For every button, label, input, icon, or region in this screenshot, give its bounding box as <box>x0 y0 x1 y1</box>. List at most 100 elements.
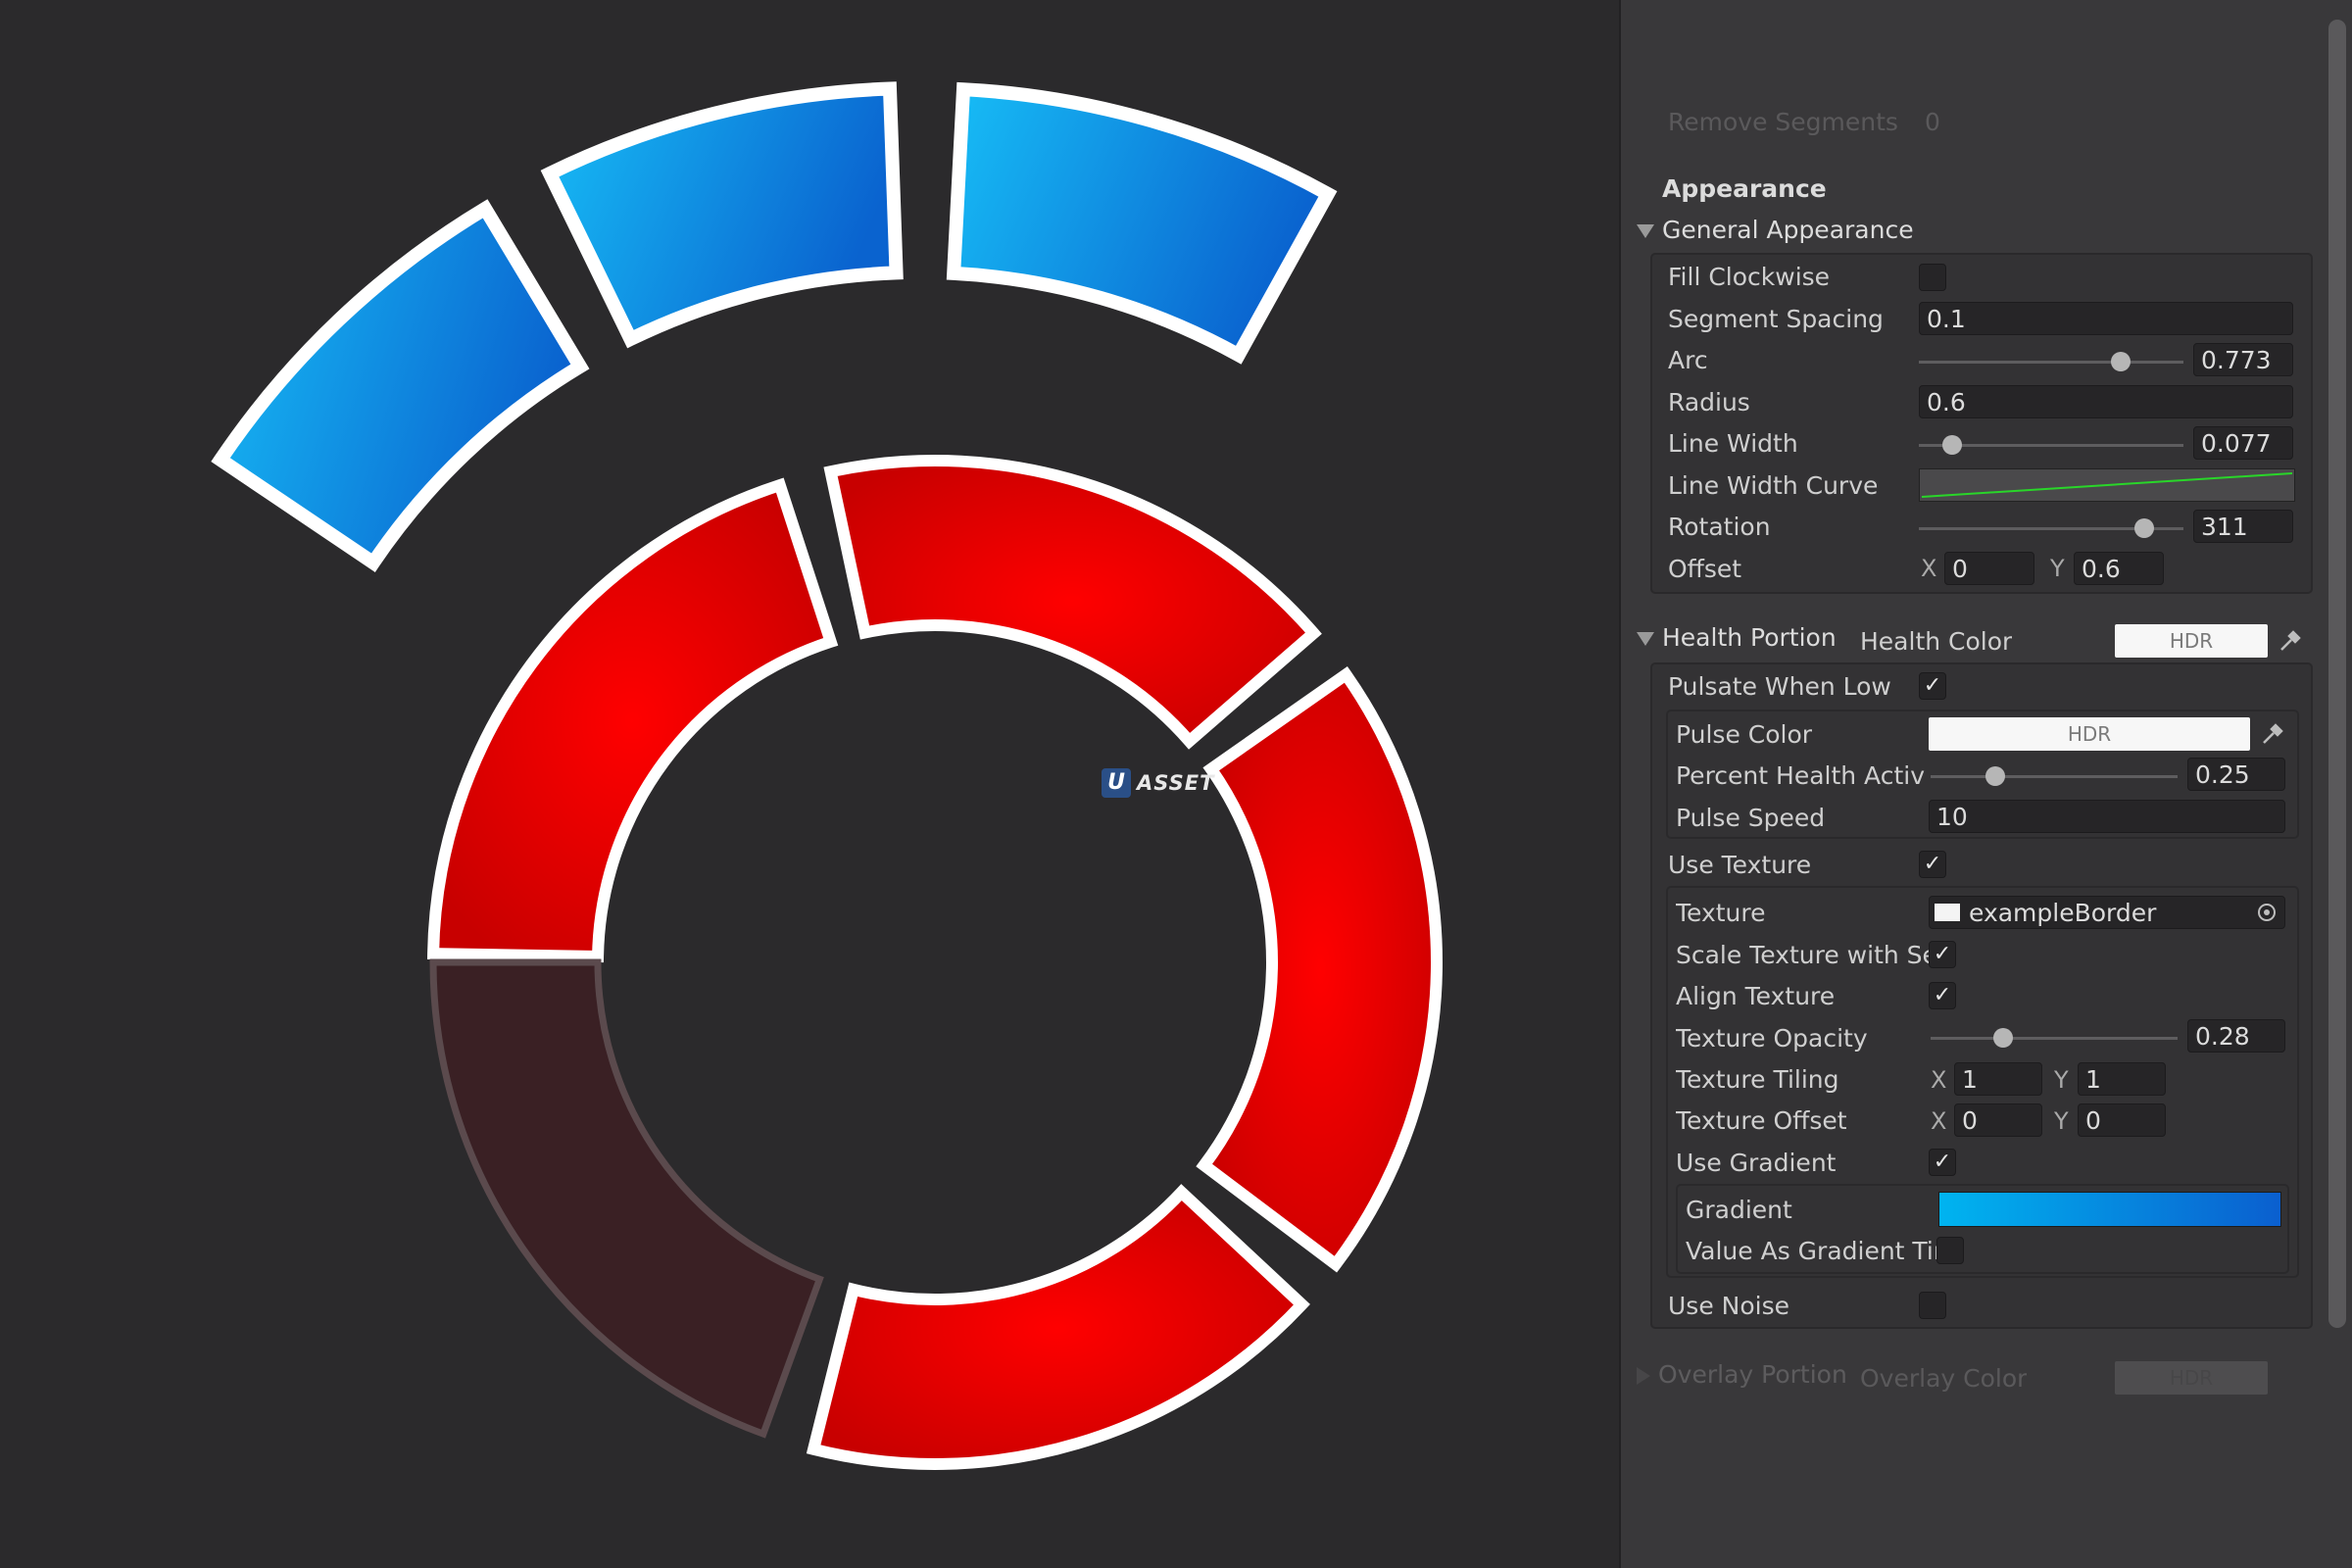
general-appearance-foldout[interactable]: General Appearance <box>1637 216 1914 244</box>
foldout-collapsed-icon <box>1637 1367 1650 1385</box>
use-gradient-label: Use Gradient <box>1676 1149 1837 1177</box>
foldout-expanded-icon <box>1637 224 1654 238</box>
offset-x-label: X <box>1921 555 1937 582</box>
texture-opacity-slider-track[interactable] <box>1931 1037 2178 1040</box>
eyedropper-icon[interactable] <box>2278 628 2303 654</box>
arc-label: Arc <box>1668 346 1708 374</box>
tex-offset-x-label: X <box>1931 1107 1947 1135</box>
percent-health-slider-knob[interactable] <box>1985 766 2005 786</box>
inspector-scrollbar[interactable] <box>2328 20 2346 1328</box>
line-width-slider-track[interactable] <box>1919 444 2183 447</box>
pulse-color-label: Pulse Color <box>1676 720 1813 749</box>
texture-label: Texture <box>1676 899 1766 927</box>
pulse-speed-label: Pulse Speed <box>1676 804 1826 832</box>
pulsate-label: Pulsate When Low <box>1668 672 1891 701</box>
value-as-gradient-label: Value As Gradient Tin <box>1686 1237 1936 1265</box>
percent-health-slider-track[interactable] <box>1931 775 2178 778</box>
line-width-label: Line Width <box>1668 429 1798 458</box>
offset-y-field[interactable]: 0.6 <box>2074 552 2164 585</box>
texture-opacity-label: Texture Opacity <box>1676 1024 1868 1053</box>
empty-segment <box>429 958 824 1439</box>
overlay-portion-title: Overlay Portion <box>1658 1360 1847 1389</box>
tiling-y-label: Y <box>2054 1066 2069 1094</box>
use-gradient-checkbox[interactable]: ✓ <box>1929 1149 1956 1176</box>
tiling-x-field[interactable]: 1 <box>1954 1062 2042 1096</box>
use-texture-checkbox[interactable]: ✓ <box>1919 851 1946 878</box>
offset-x-field[interactable]: 0 <box>1944 552 2034 585</box>
line-width-curve-field[interactable] <box>1919 468 2295 502</box>
health-segment <box>426 477 839 963</box>
radial-bar-preview <box>211 81 1444 1470</box>
appearance-heading: Appearance <box>1662 174 1827 203</box>
rotation-slider-knob[interactable] <box>2134 518 2154 538</box>
pulsate-checkbox[interactable]: ✓ <box>1919 672 1946 700</box>
offset-y-label: Y <box>2050 555 2065 582</box>
texture-offset-label: Texture Offset <box>1676 1106 1847 1135</box>
texture-thumbnail-icon <box>1935 904 1960 921</box>
blue-arc-bar <box>211 81 1338 572</box>
overlay-portion-foldout[interactable]: Overlay Portion <box>1637 1360 1847 1389</box>
unity-logo-icon: U <box>1102 768 1131 798</box>
remove-segments-value: 0 <box>1925 108 1940 136</box>
segment-spacing-field[interactable]: 0.1 <box>1919 302 2293 335</box>
arc-slider-knob[interactable] <box>2111 352 2131 371</box>
offset-label: Offset <box>1668 555 1742 583</box>
percent-health-label: Percent Health Activa <box>1676 761 1926 790</box>
use-texture-label: Use Texture <box>1668 851 1812 879</box>
tex-offset-x-field[interactable]: 0 <box>1954 1103 2042 1137</box>
tex-offset-y-label: Y <box>2054 1107 2069 1135</box>
line-width-slider-knob[interactable] <box>1942 435 1962 455</box>
asset-watermark: U ASSET <box>1102 768 1214 798</box>
foldout-expanded-icon <box>1637 632 1654 646</box>
watermark-text: ASSET <box>1137 771 1215 795</box>
tiling-y-field[interactable]: 1 <box>2078 1062 2166 1096</box>
health-segment <box>1196 665 1444 1273</box>
eyedropper-icon[interactable] <box>2260 721 2285 747</box>
tex-offset-y-field[interactable]: 0 <box>2078 1103 2166 1137</box>
health-portion-foldout[interactable]: Health Portion <box>1637 623 1837 652</box>
scene-viewport: U ASSET <box>211 81 1444 1470</box>
segment-spacing-label: Segment Spacing <box>1668 305 1884 333</box>
health-color-swatch[interactable]: HDR <box>2115 624 2268 658</box>
overlay-color-label: Overlay Color <box>1860 1364 2028 1393</box>
overlay-color-swatch[interactable]: HDR <box>2115 1361 2268 1395</box>
texture-opacity-field[interactable]: 0.28 <box>2187 1019 2285 1053</box>
pulse-color-swatch[interactable]: HDR <box>1929 717 2250 751</box>
blue-segment <box>946 81 1338 365</box>
rotation-slider-track[interactable] <box>1919 527 2183 530</box>
rotation-field[interactable]: 311 <box>2193 510 2293 543</box>
object-picker-icon[interactable] <box>2256 902 2278 923</box>
health-segment <box>806 1184 1310 1470</box>
pulse-speed-field[interactable]: 10 <box>1929 800 2285 833</box>
health-color-label: Health Color <box>1860 627 2013 656</box>
fill-clockwise-checkbox[interactable] <box>1919 264 1946 291</box>
remove-segments-label: Remove Segments <box>1668 108 1898 136</box>
rotation-label: Rotation <box>1668 513 1771 541</box>
texture-object-field[interactable]: exampleBorder <box>1929 896 2285 929</box>
health-portion-title: Health Portion <box>1662 623 1837 652</box>
red-ring-bar <box>426 455 1444 1470</box>
gradient-field[interactable] <box>1938 1192 2281 1227</box>
percent-health-field[interactable]: 0.25 <box>2187 758 2285 791</box>
tiling-x-label: X <box>1931 1066 1947 1094</box>
scale-texture-checkbox[interactable]: ✓ <box>1929 941 1956 968</box>
radius-field[interactable]: 0.6 <box>1919 385 2293 418</box>
use-noise-label: Use Noise <box>1668 1292 1789 1320</box>
arc-slider-track[interactable] <box>1919 361 2183 364</box>
texture-tiling-label: Texture Tiling <box>1676 1065 1839 1094</box>
texture-opacity-slider-knob[interactable] <box>1993 1028 2013 1048</box>
use-noise-checkbox[interactable] <box>1919 1292 1946 1319</box>
scale-texture-label: Scale Texture with Se <box>1676 941 1929 969</box>
health-segment <box>823 455 1322 750</box>
align-texture-checkbox[interactable]: ✓ <box>1929 982 1956 1009</box>
radius-label: Radius <box>1668 388 1750 416</box>
general-appearance-title: General Appearance <box>1662 216 1914 244</box>
blue-segment <box>540 81 904 349</box>
align-texture-label: Align Texture <box>1676 982 1836 1010</box>
line-width-curve-label: Line Width Curve <box>1668 471 1879 500</box>
value-as-gradient-checkbox[interactable] <box>1936 1237 1964 1264</box>
blue-segment <box>211 199 590 572</box>
gradient-label: Gradient <box>1686 1196 1792 1224</box>
line-width-field[interactable]: 0.077 <box>2193 426 2293 460</box>
arc-field[interactable]: 0.773 <box>2193 343 2293 376</box>
